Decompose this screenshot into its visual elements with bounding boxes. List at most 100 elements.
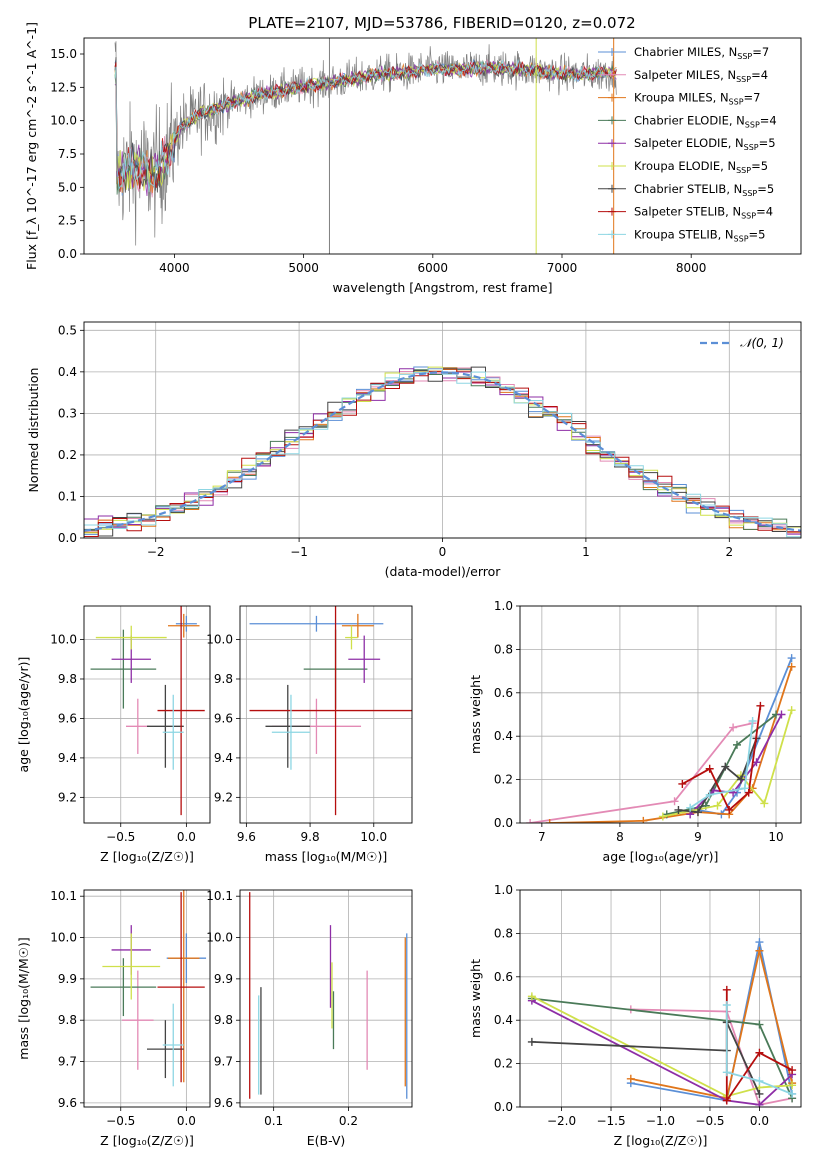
weight-marker: [748, 717, 757, 726]
errorbar-point: [126, 698, 150, 754]
axes-frame: [83, 37, 802, 255]
y-tick-label: 9.6: [214, 1096, 233, 1110]
axes-frame: [519, 889, 802, 1108]
model-spectrum-line: [114, 58, 617, 193]
x-tick-label: 7: [538, 830, 546, 844]
y-tick-label: 10.1: [50, 889, 77, 903]
y-tick-label: 0.4: [494, 729, 513, 743]
weight-series-line: [725, 1005, 793, 1095]
x-tick-label: −0.5: [695, 1114, 724, 1128]
weight-marker: [721, 762, 730, 771]
weight-marker: [674, 805, 683, 814]
weight-marker: [725, 805, 734, 814]
y-axis-label: mass weight: [468, 675, 483, 754]
weight-series-line: [529, 722, 753, 823]
weight-series-line: [630, 950, 793, 1100]
weight-marker: [755, 1089, 764, 1098]
y-tick-label: 0.2: [58, 448, 77, 462]
legend-label: Kroupa ELODIE, NSSP=5: [634, 159, 768, 175]
plot-area: [84, 366, 801, 538]
weight-series-line: [531, 999, 793, 1106]
y-tick-label: 10.0: [50, 114, 77, 128]
weight-marker: [755, 1048, 764, 1057]
legend-label: Chabrier STELIB, NSSP=5: [634, 182, 774, 198]
weight-series-line: [689, 720, 754, 809]
x-tick-label: 5000: [288, 261, 319, 275]
errorbar-point: [157, 892, 205, 1083]
weight-marker: [686, 803, 695, 812]
weight-marker: [788, 1081, 797, 1090]
y-tick-label: 9.9: [214, 972, 233, 986]
plot-area: [249, 892, 408, 1099]
x-tick-label: 0.2: [339, 1114, 358, 1128]
weight-marker: [670, 797, 679, 806]
errorbar-point: [265, 684, 311, 768]
y-tick-label: 7.5: [58, 147, 77, 161]
weight-marker: [787, 654, 796, 663]
y-tick-label: 9.6: [214, 711, 233, 725]
errorbar-point: [168, 890, 200, 1083]
x-tick-label: 9.6: [237, 830, 256, 844]
weight-marker: [658, 812, 667, 821]
legend-label: Chabrier ELODIE, NSSP=4: [634, 113, 777, 129]
axes-frame: [83, 889, 211, 1108]
errorbar-point: [162, 1003, 184, 1087]
y-tick-label: 10.0: [206, 633, 233, 647]
errorbar-point: [162, 694, 184, 770]
x-tick-label: 0.0: [750, 1114, 769, 1128]
weight-marker: [639, 816, 648, 823]
weight-marker: [693, 808, 702, 817]
weight-series-line: [549, 666, 793, 823]
weight-marker: [736, 775, 745, 784]
errorbar-point: [345, 625, 358, 650]
plot-area: [90, 606, 205, 816]
y-tick-label: 0.0: [494, 1100, 513, 1114]
x-tick-label: 4000: [159, 261, 190, 275]
x-tick-label: 2: [725, 545, 733, 559]
y-tick-label: 0.6: [494, 686, 513, 700]
legend-label: Kroupa STELIB, NSSP=5: [634, 227, 765, 243]
x-tick-label: −2.0: [547, 1114, 576, 1128]
axes-frame: [83, 605, 211, 824]
x-tick-label: −1.5: [596, 1114, 625, 1128]
y-tick-label: 0.5: [58, 323, 77, 337]
y-tick-label: 0.2: [494, 773, 513, 787]
spectrum-panel: 4000 5000 6000 7000 8000 0.0 2.5 5.0 7.5 10.0 12.5…: [24, 22, 802, 295]
y-tick-label: 12.5: [50, 80, 77, 94]
y-tick-label: 9.6: [58, 1096, 77, 1110]
y-tick-label: 0.6: [494, 970, 513, 984]
weight-marker: [705, 790, 714, 799]
x-tick-label: −1: [290, 545, 308, 559]
y-axis-label: Flux [f_λ 10^-17 erg cm^-2 s^-1 A^-1]: [24, 22, 39, 270]
x-axis-label: (data-model)/error: [385, 564, 502, 579]
x-tick-label: −2: [147, 545, 165, 559]
y-tick-label: 0.4: [494, 1013, 513, 1027]
weight-series-line: [630, 941, 793, 1102]
y-tick-label: 0.0: [494, 816, 513, 830]
x-axis-label: mass [log₁₀(M/M☉)]: [265, 849, 387, 864]
y-tick-label: 9.9: [58, 972, 77, 986]
plot-area: [90, 890, 207, 1087]
x-axis-label: E(B-V): [307, 1133, 346, 1148]
weight-marker: [729, 723, 738, 732]
weight-marker: [755, 1100, 764, 1107]
legend-marker: [608, 207, 616, 216]
x-tick-label: 8000: [676, 261, 707, 275]
y-tick-label: 9.8: [58, 672, 77, 686]
axes-frame: [239, 889, 413, 1108]
x-tick-label: 0.0: [177, 1114, 196, 1128]
weight-marker: [526, 819, 535, 823]
legend-label: Chabrier MILES, NSSP=7: [634, 45, 769, 61]
axes-frame: [83, 321, 802, 539]
y-tick-label: 10.0: [206, 931, 233, 945]
errorbar-point: [175, 615, 197, 632]
y-tick-label: 9.8: [58, 1013, 77, 1027]
errorbar-point: [122, 970, 154, 1070]
y-tick-label: 10.0: [50, 931, 77, 945]
y-tick-label: 0.8: [494, 926, 513, 940]
y-axis-label: mass [log₁₀(M/M☉)]: [16, 937, 31, 1059]
legend-label: Salpeter ELODIE, NSSP=5: [634, 136, 776, 152]
weight-vs-metallicity-panel: −2.0 −1.5 −1.0 −0.5 0.0 0.0 0.2 0.4 0.6 0.8 1.0 Z […: [468, 883, 802, 1148]
weight-marker: [527, 1037, 536, 1046]
